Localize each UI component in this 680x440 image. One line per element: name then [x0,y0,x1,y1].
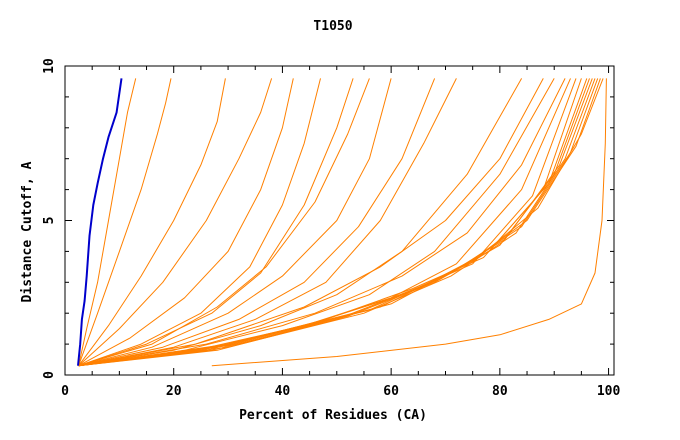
series-line [78,78,354,367]
series-line [78,78,457,367]
x-tick-label: 40 [275,384,291,399]
series-line [78,78,596,367]
series-line [78,78,137,366]
chart-title: T1050 [313,19,352,34]
x-tick-label: 100 [597,384,621,399]
x-axis-label: Percent of Residues (CA) [239,408,427,423]
series-line [78,78,582,367]
series-line [78,78,523,367]
y-tick-label: 10 [42,58,57,74]
series-line [78,78,273,367]
x-tick-label: 80 [492,384,508,399]
series-line [78,78,294,367]
series-line [78,78,601,367]
series-line [78,78,226,366]
x-axis: 0 20 40 60 80 100 [61,66,620,399]
series-line [78,78,436,367]
series-line [78,78,588,367]
series-line [78,78,321,367]
y-axis: 0 5 10 [42,58,614,379]
y-tick-label: 0 [42,371,57,379]
series-line [78,78,544,367]
y-axis-label: Distance Cutoff, A [20,161,35,302]
y-tick-label: 5 [42,217,57,225]
x-tick-label: 60 [383,384,399,399]
series-line [78,78,566,367]
series-line [78,78,590,367]
series-line-highlight [77,78,123,366]
series-line [78,78,604,367]
series-line [78,78,392,367]
series-line [78,78,172,366]
series-line [211,78,607,367]
series-layer [77,78,607,367]
x-tick-label: 20 [166,384,182,399]
series-line [78,78,370,367]
plot-frame [64,65,615,376]
x-tick-label: 0 [61,384,69,399]
